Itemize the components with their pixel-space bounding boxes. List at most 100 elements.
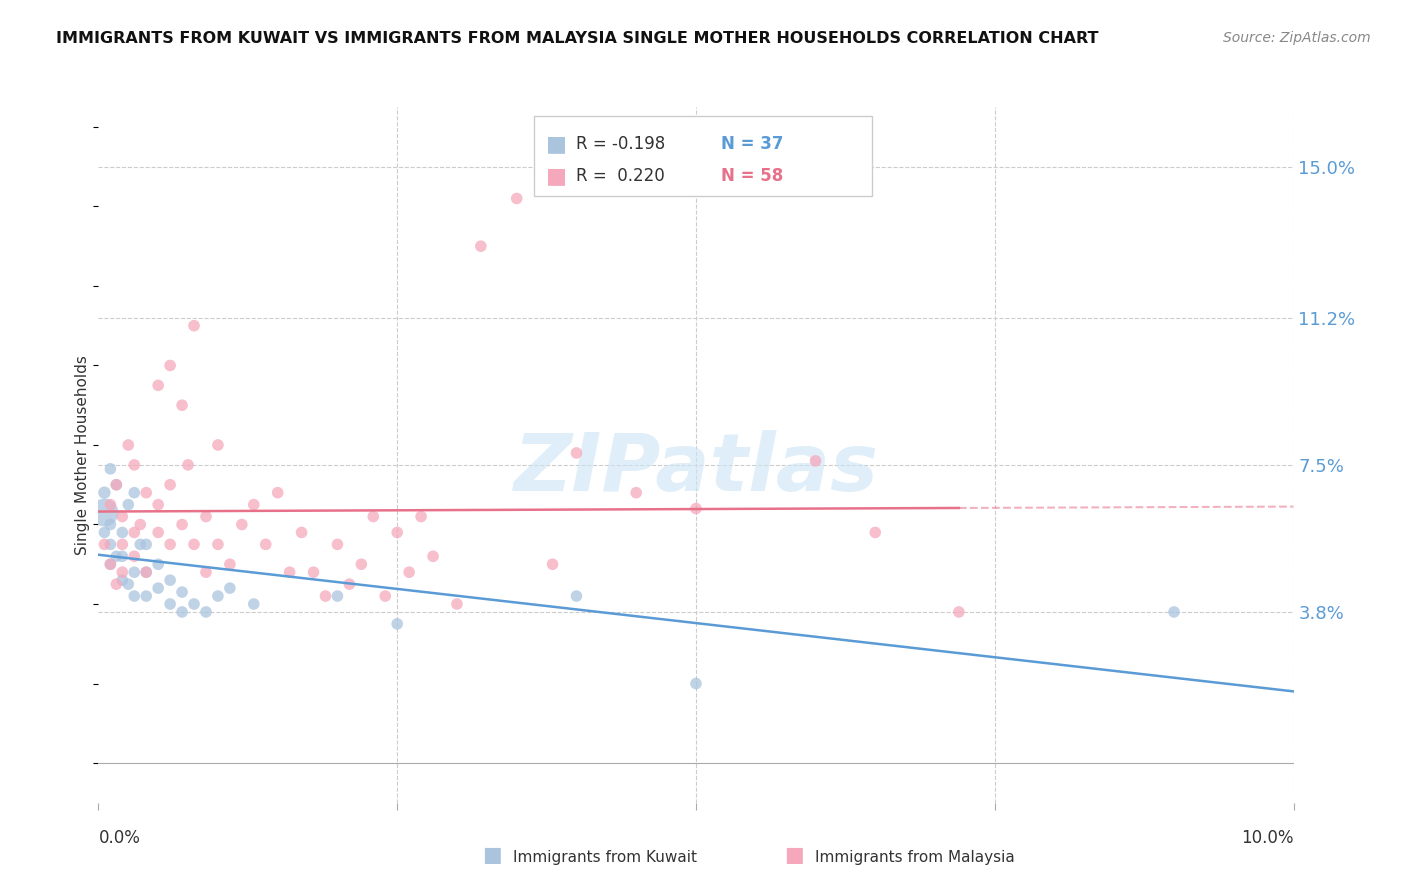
Point (159, 537, 181, 551)
Point (159, 477, 181, 491)
Point (172, 517, 194, 532)
Point (172, 605, 194, 619)
Point (172, 398, 194, 412)
Point (207, 438, 229, 452)
Point (135, 565, 157, 579)
Point (124, 589, 146, 603)
Point (267, 485, 290, 500)
Point (148, 498, 170, 512)
Point (291, 525, 314, 540)
Point (135, 565, 157, 579)
Point (865, 525, 887, 540)
Point (626, 485, 648, 500)
Text: IMMIGRANTS FROM KUWAIT VS IMMIGRANTS FROM MALAYSIA SINGLE MOTHER HOUSEHOLDS CORR: IMMIGRANTS FROM KUWAIT VS IMMIGRANTS FRO… (56, 31, 1098, 46)
Point (117, 438, 139, 452)
Point (135, 589, 157, 603)
Text: ■: ■ (546, 134, 567, 154)
Point (385, 616, 409, 631)
Point (183, 597, 205, 611)
Point (129, 517, 152, 532)
Point (219, 558, 242, 572)
Text: N = 58: N = 58 (721, 167, 783, 186)
Point (302, 565, 325, 579)
Point (111, 537, 134, 551)
Point (398, 565, 420, 579)
Point (111, 565, 134, 579)
Point (98, 517, 122, 532)
Text: ■: ■ (482, 846, 502, 865)
Point (105, 577, 128, 591)
Point (98, 558, 122, 572)
Point (219, 581, 242, 595)
Point (685, 501, 707, 516)
Point (148, 581, 170, 595)
Point (124, 458, 146, 472)
Y-axis label: Single Mother Households: Single Mother Households (75, 355, 90, 555)
Point (117, 577, 139, 591)
Point (111, 509, 134, 524)
Point (446, 597, 468, 611)
Point (231, 517, 253, 532)
Text: N = 37: N = 37 (721, 135, 783, 153)
Point (177, 458, 200, 472)
Point (124, 549, 146, 564)
Point (326, 589, 349, 603)
Point (111, 525, 134, 540)
Point (93, 525, 115, 540)
Text: 10.0%: 10.0% (1241, 829, 1294, 847)
Point (129, 537, 152, 551)
Point (339, 577, 361, 591)
Text: R = -0.198: R = -0.198 (576, 135, 665, 153)
Point (422, 549, 444, 564)
Point (315, 589, 337, 603)
Point (93, 485, 115, 500)
Point (948, 605, 970, 619)
Point (470, 239, 492, 253)
Point (159, 597, 181, 611)
Point (506, 192, 529, 206)
Point (411, 509, 433, 524)
Point (159, 573, 181, 587)
Text: Immigrants from Malaysia: Immigrants from Malaysia (815, 850, 1015, 865)
Point (385, 525, 409, 540)
Point (374, 589, 396, 603)
Point (207, 537, 229, 551)
Point (565, 589, 588, 603)
Point (350, 558, 373, 572)
Point (195, 509, 218, 524)
Point (117, 498, 139, 512)
Point (148, 525, 170, 540)
Point (124, 525, 146, 540)
Point (541, 558, 564, 572)
Point (172, 585, 194, 599)
Point (93, 537, 115, 551)
Point (363, 509, 385, 524)
Point (98, 558, 122, 572)
Point (148, 378, 170, 392)
Point (135, 537, 157, 551)
Point (111, 573, 134, 587)
Point (159, 359, 181, 373)
Point (105, 477, 128, 491)
Text: Immigrants from Kuwait: Immigrants from Kuwait (513, 850, 697, 865)
Text: ■: ■ (785, 846, 804, 865)
Point (207, 589, 229, 603)
Point (148, 558, 170, 572)
Point (195, 605, 218, 619)
Text: ■: ■ (546, 166, 567, 186)
Point (254, 537, 277, 551)
Point (804, 454, 827, 468)
Point (565, 446, 588, 460)
Point (98, 537, 122, 551)
Point (124, 565, 146, 579)
Point (105, 477, 128, 491)
Text: 0.0%: 0.0% (98, 829, 141, 847)
Point (243, 498, 266, 512)
Point (98, 498, 122, 512)
Text: ZIPatlas: ZIPatlas (513, 430, 879, 508)
Point (124, 485, 146, 500)
Point (278, 565, 301, 579)
Point (326, 537, 349, 551)
Point (135, 485, 157, 500)
Point (195, 565, 218, 579)
